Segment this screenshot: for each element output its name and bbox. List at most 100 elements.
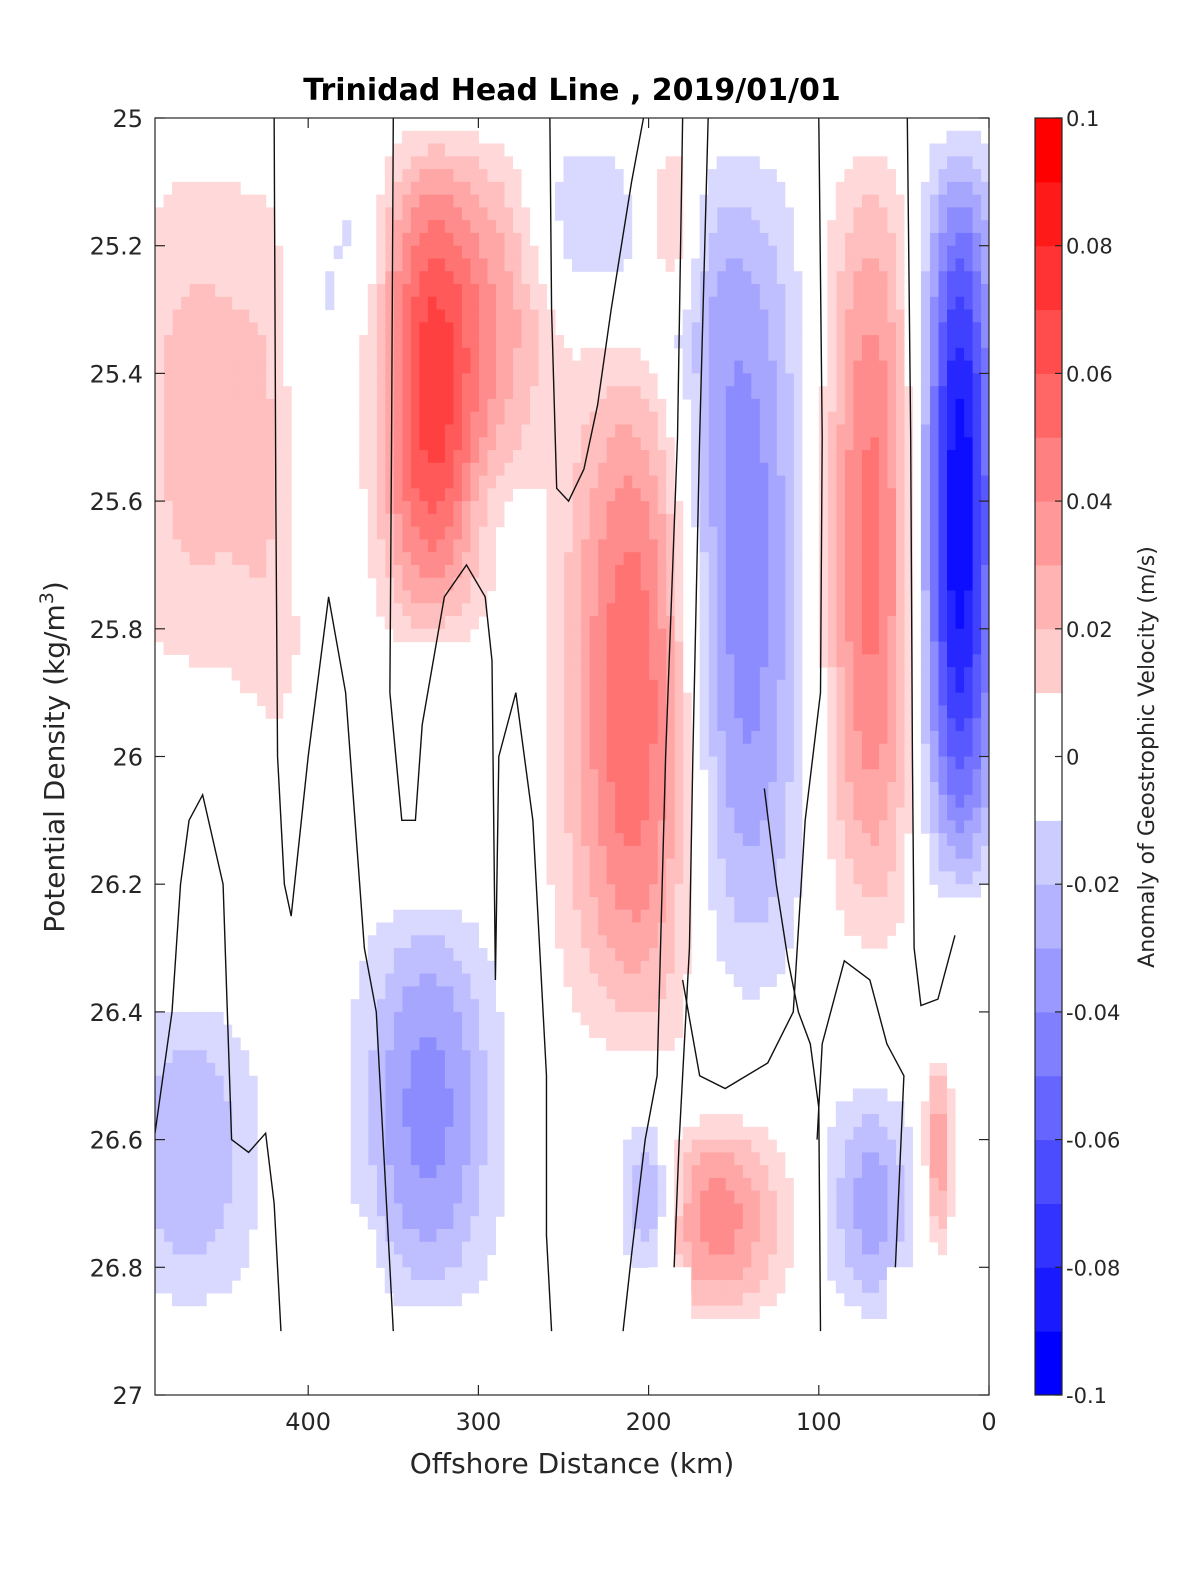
field-cell: [716, 871, 726, 885]
field-cell: [248, 220, 258, 234]
field-cell: [478, 284, 488, 298]
field-cell: [435, 284, 445, 298]
field-cell: [903, 1241, 914, 1256]
field-cell: [469, 1177, 479, 1192]
field-cell: [197, 526, 207, 541]
field-cell: [648, 437, 658, 451]
field-cell: [435, 271, 445, 285]
field-cell: [818, 411, 828, 426]
field-cell: [563, 641, 573, 655]
field-cell: [937, 782, 948, 796]
field-cell: [716, 628, 726, 643]
field-cell: [750, 271, 760, 285]
field-cell: [937, 1139, 948, 1153]
field-cell: [367, 999, 377, 1013]
field-cell: [589, 360, 599, 374]
field-cell: [742, 1152, 752, 1166]
field-cell: [478, 411, 488, 426]
field-cell: [980, 194, 989, 208]
field-cell: [572, 730, 582, 745]
field-cell: [384, 296, 394, 311]
field-cell: [886, 207, 896, 221]
field-cell: [563, 794, 573, 809]
field-cell: [886, 437, 896, 451]
field-cell: [478, 590, 488, 604]
field-cell: [572, 692, 582, 707]
field-cell: [759, 258, 769, 272]
field-cell: [648, 641, 658, 655]
field-cell: [886, 858, 896, 873]
field-cell: [844, 1254, 854, 1268]
field-cell: [750, 1292, 760, 1307]
field-cell: [946, 1177, 956, 1192]
field-cell: [614, 616, 624, 630]
field-cell: [223, 271, 233, 285]
field-cell: [452, 973, 462, 987]
field-cell: [478, 603, 488, 617]
field-cell: [750, 948, 760, 962]
field-cell: [886, 718, 896, 732]
field-cell: [929, 1190, 939, 1205]
field-cell: [240, 194, 250, 208]
field-cell: [886, 284, 896, 298]
field-cell: [963, 782, 973, 796]
field-cell: [725, 845, 735, 860]
field-cell: [444, 424, 454, 438]
field-cell: [725, 220, 735, 234]
field-cell: [546, 386, 556, 400]
field-cell: [486, 207, 497, 221]
field-cell: [963, 820, 973, 834]
field-cell: [648, 820, 658, 834]
field-cell: [214, 296, 224, 311]
field-cell: [469, 232, 479, 247]
field-cell: [631, 347, 641, 362]
field-cell: [665, 220, 675, 234]
field-cell: [401, 373, 411, 387]
field-cell: [189, 501, 199, 515]
field-cell: [359, 1011, 369, 1026]
field-cell: [835, 884, 845, 898]
field-cell: [716, 181, 726, 196]
field-cell: [742, 462, 752, 477]
field-cell: [929, 271, 939, 285]
field-cell: [920, 552, 931, 566]
field-cell: [495, 1126, 505, 1141]
field-cell: [835, 1126, 845, 1141]
field-cell: [665, 577, 675, 592]
field-cell: [929, 667, 939, 681]
field-cell: [410, 194, 420, 208]
field-cell: [589, 782, 599, 796]
field-cell: [869, 628, 879, 643]
field-cell: [606, 960, 616, 975]
field-cell: [869, 284, 879, 298]
field-cell: [418, 437, 428, 451]
field-cell: [954, 450, 965, 464]
field-cell: [886, 309, 896, 323]
field-cell: [606, 411, 616, 426]
field-cell: [920, 194, 931, 208]
field-cell: [708, 577, 718, 592]
field-cell: [648, 1037, 658, 1051]
field-cell: [393, 1114, 403, 1128]
field-cell: [495, 386, 505, 400]
field-cell: [665, 552, 675, 566]
field-cell: [376, 973, 386, 987]
field-cell: [393, 1139, 403, 1153]
field-cell: [742, 1203, 752, 1217]
field-cell: [852, 296, 862, 311]
field-cell: [895, 730, 905, 745]
field-cell: [469, 935, 479, 949]
field-cell: [554, 769, 565, 783]
field-cell: [537, 373, 548, 387]
field-cell: [435, 564, 445, 579]
field-cell: [597, 590, 607, 604]
field-cell: [657, 475, 667, 489]
field-cell: [946, 807, 956, 821]
field-cell: [665, 654, 675, 668]
field-cell: [980, 220, 989, 234]
field-cell: [691, 1190, 701, 1205]
field-cell: [486, 960, 497, 975]
field-cell: [708, 373, 718, 387]
field-cell: [852, 347, 862, 362]
field-cell: [572, 858, 582, 873]
